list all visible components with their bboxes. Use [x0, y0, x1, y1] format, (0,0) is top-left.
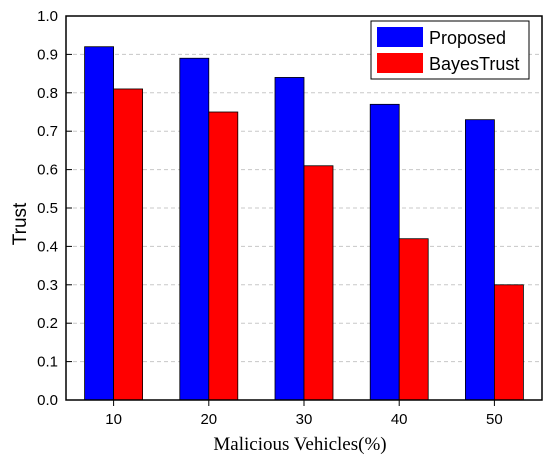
y-tick-label: 0.4 [37, 238, 58, 255]
x-tick-label: 30 [296, 411, 313, 428]
axes [65, 15, 543, 406]
bar-bayestrust-10 [113, 88, 143, 401]
bar-proposed-20 [179, 57, 210, 401]
x-axis-label: Malicious Vehicles(%) [213, 434, 386, 455]
legend-label-proposed: Proposed [429, 28, 506, 48]
bar-proposed-10 [84, 46, 114, 401]
y-tick-label: 1.0 [37, 8, 58, 25]
y-tick-label: 0.3 [37, 277, 58, 294]
tick-labels: 0.0 0.1 0.2 0.3 0.4 0.5 0.6 0.7 0.8 0.9 1.0 10 20 30 4… [37, 8, 503, 428]
legend-label-bayestrust: BayesTrust [429, 54, 519, 74]
plot-frame [65, 15, 543, 401]
x-tick-label: 50 [486, 411, 503, 428]
bar-bayestrust-30 [303, 165, 334, 401]
bar-proposed-50 [464, 119, 495, 401]
bar-proposed-30 [274, 77, 305, 401]
y-tick-label: 0.0 [37, 392, 58, 409]
legend: Proposed BayesTrust [370, 20, 530, 80]
legend-swatch-bayestrust [377, 53, 423, 73]
bar-bayestrust-20 [208, 111, 239, 401]
y-tick-label: 0.5 [37, 200, 58, 217]
bar-bayestrust-50 [493, 284, 524, 401]
bar-bayestrust-40 [398, 238, 429, 401]
x-tick-label: 20 [200, 411, 217, 428]
bars [84, 46, 524, 401]
y-tick-label: 0.6 [37, 162, 58, 179]
y-tick-label: 0.7 [37, 123, 58, 140]
bar-proposed-40 [369, 103, 400, 401]
y-tick-label: 0.1 [37, 354, 58, 371]
y-tick-label: 0.9 [37, 46, 58, 63]
x-tick-label: 10 [105, 411, 122, 428]
y-axis-label: Trust [10, 202, 31, 245]
y-tick-label: 0.2 [37, 315, 58, 332]
y-tick-label: 0.8 [37, 85, 58, 102]
x-tick-label: 40 [391, 411, 408, 428]
legend-swatch-proposed [377, 27, 423, 47]
